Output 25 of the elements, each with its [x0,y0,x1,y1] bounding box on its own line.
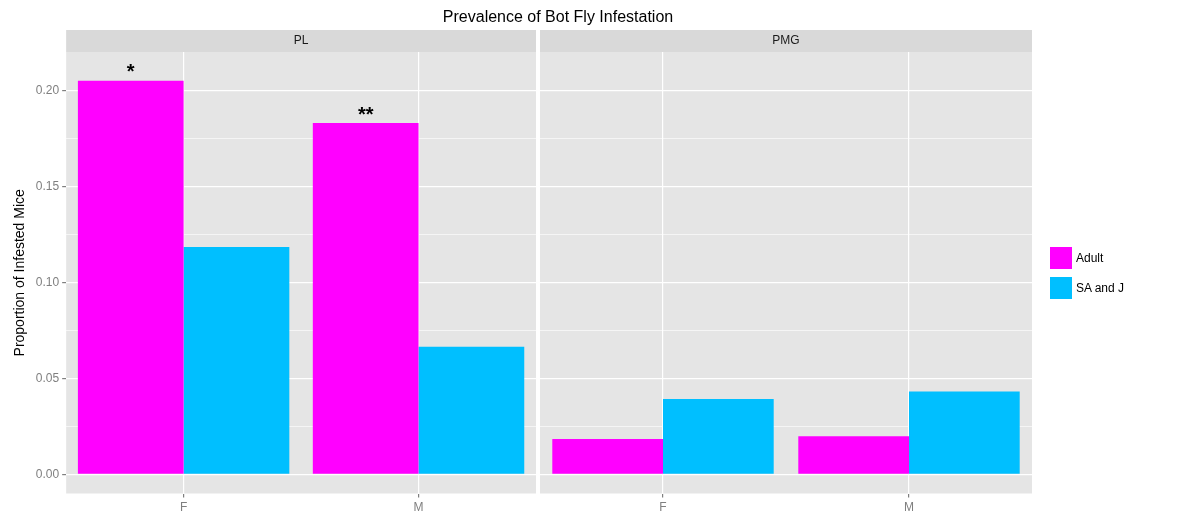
x-tick-label: M [413,500,424,515]
bar [552,439,663,474]
x-tick-label: F [659,500,667,515]
y-tick-label: 0.05 [35,370,60,385]
x-tick-label: M [904,500,914,515]
chart-subtitle: PMG [772,33,800,48]
y-axis-title: Proportion of Infested Mice [11,188,28,357]
y-tick-label: 0.00 [35,466,60,481]
bar [312,123,419,474]
bar [798,436,909,474]
y-tick-label: 0.20 [35,82,60,97]
bar [418,346,525,474]
bar [663,398,774,474]
annotation: * [126,60,135,83]
bar [77,80,184,474]
bar [183,246,290,474]
bar [909,391,1020,474]
legend-label: SA and J [1076,281,1125,295]
chart-title: Prevalence of Bot Fly Infestation [441,8,675,27]
x-tick-label: F [179,500,188,515]
chart-subtitle: PL [293,33,309,48]
y-tick-label: 0.15 [35,178,60,193]
legend-label: Adult [1076,251,1104,265]
annotation: ** [357,102,374,125]
y-tick-label: 0.10 [35,274,60,289]
